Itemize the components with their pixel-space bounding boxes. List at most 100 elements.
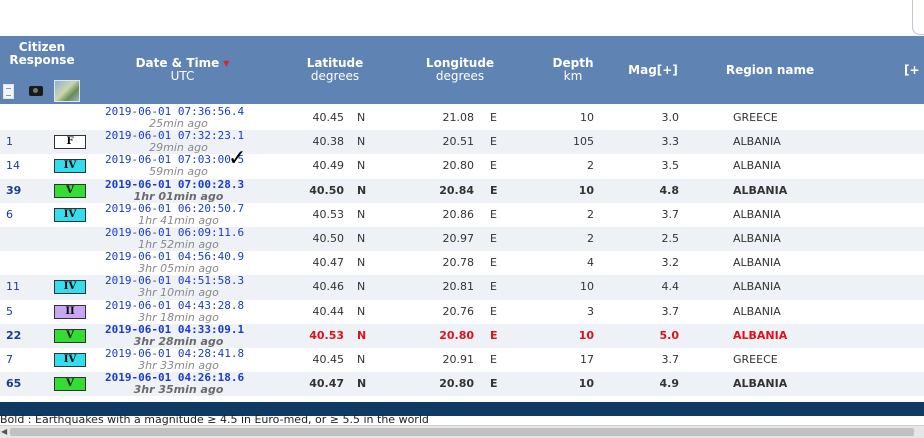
intensity-badge[interactable]: V [54,328,86,343]
latitude-hemisphere: N [357,328,367,342]
time-ago: 3hr 10min ago [138,286,219,300]
latitude-hemisphere: N [357,256,366,270]
event-datetime[interactable]: 2019-06-01 04:28:41.8 3hr 33min ago [105,346,260,372]
response-count[interactable]: 7 [6,352,13,366]
magnitude-value: 3.3 [661,135,680,149]
header-region-label: Region name [725,63,815,77]
response-count[interactable]: 1 [6,135,13,149]
response-count[interactable]: 65 [6,377,22,391]
time-ago: 1hr 01min ago [133,189,224,203]
table-row[interactable]: 5 II 2019-06-01 04:43:28.8 3hr 18min ago 40.… [0,298,924,324]
response-count[interactable]: 5 [6,304,13,318]
datetime-link[interactable]: 2019-06-01 04:56:40.9 [105,250,245,264]
datetime-link[interactable]: 2019-06-01 04:28:41.8 [105,346,245,360]
header-more[interactable]: [+ [904,64,924,77]
depth-value: 10 [578,377,594,391]
intensity-badge[interactable]: IV [54,207,86,222]
datetime-link[interactable]: 2019-06-01 04:51:58.3 [105,274,245,288]
top-strip [0,0,924,36]
datetime-link[interactable]: 2019-06-01 04:26:18.6 [105,371,245,385]
table-row[interactable]: 1 F 2019-06-01 07:32:23.1 29min ago 40.38 N 20… [0,130,924,155]
longitude-value: 20.81 [442,280,475,294]
event-datetime[interactable]: 2019-06-01 04:43:28.8 3hr 18min ago [105,298,260,324]
time-ago: 3hr 33min ago [138,358,219,372]
region-name: ALBANIA [733,159,781,173]
header-latitude[interactable]: Latitude degrees [290,57,380,83]
intensity-badge[interactable]: IV [54,159,86,174]
datetime-link[interactable]: 2019-06-01 04:43:28.8 [105,298,245,312]
header-region[interactable]: Region name [722,64,818,77]
longitude-value: 20.91 [442,352,475,366]
table-row[interactable]: 2019-06-01 06:09:11.6 1hr 52min ago 40.50 N… [0,225,924,252]
event-datetime[interactable]: 2019-06-01 07:32:23.1 29min ago [105,130,260,154]
header-longitude-label: Longitude [425,56,495,70]
datetime-link[interactable]: 2019-06-01 07:00:28.3 [105,177,245,191]
table-row[interactable]: 2019-06-01 04:56:40.9 3hr 05min ago 40.47 N… [0,251,924,275]
table-row[interactable]: 11 IV 2019-06-01 04:51:58.3 3hr 10min ago 40… [0,275,924,300]
intensity-badge[interactable]: IV [54,280,86,295]
depth-value: 10 [580,280,594,294]
event-datetime[interactable]: 2019-06-01 06:09:11.6 1hr 52min ago [105,225,260,251]
event-datetime[interactable]: 2019-06-01 07:00:28.3 1hr 01min ago [105,177,260,203]
latitude-value: 40.50 [312,231,345,245]
datetime-link[interactable]: 2019-06-01 07:36:56.4 [105,105,245,118]
event-datetime[interactable]: 2019-06-01 04:51:58.3 3hr 10min ago [105,275,260,299]
event-datetime[interactable]: 2019-06-01 04:26:18.6 3hr 35min ago [105,372,260,396]
header-citizen-response[interactable]: Citizen Response [8,41,76,67]
table-header: Citizen Response Date & Time ▼ UTC Latitu… [0,36,924,104]
horizontal-scrollbar[interactable]: ◀ [0,425,924,438]
event-datetime[interactable]: 2019-06-01 06:20:50.7 1hr 41min ago [105,201,260,227]
latitude-value: 40.53 [309,328,344,342]
camera-icon[interactable] [29,86,44,96]
datetime-link[interactable]: 2019-06-01 06:20:50.7 [105,201,245,215]
header-longitude[interactable]: Longitude degrees [415,57,505,83]
intensity-badge[interactable]: V [54,377,86,392]
table-row[interactable]: 22 V 2019-06-01 04:33:09.1 3hr 28min ago 40.… [0,322,924,348]
scroll-left-arrow-icon[interactable]: ◀ [1,427,8,436]
table-row[interactable]: 2019-06-01 07:36:56.4 25min ago 40.45 N 21.0… [0,106,924,130]
header-depth[interactable]: Depth km [540,57,606,83]
region-name: ALBANIA [733,280,781,294]
intensity-badge[interactable]: IV [54,352,86,367]
document-icon[interactable] [3,83,14,99]
response-count[interactable]: 6 [6,207,13,221]
magnitude-value: 3.7 [661,207,680,221]
table-row[interactable]: 14 IV 2019-06-01 07:03:00.5 59min ago 40.49 N… [0,154,924,178]
intensity-badge[interactable]: II [54,304,86,319]
table-footer-bar [0,402,924,416]
event-datetime[interactable]: 2019-06-01 07:36:56.4 25min ago [105,106,260,130]
triangle-down-icon[interactable]: ▼ [223,59,230,68]
region-name: GREECE [733,111,778,124]
datetime-link[interactable]: 2019-06-01 04:33:09.1 [105,322,245,336]
response-count[interactable]: 22 [6,328,22,342]
response-count[interactable]: 39 [6,183,22,197]
event-datetime[interactable]: 2019-06-01 04:33:09.1 3hr 28min ago [105,322,260,348]
table-row[interactable]: 39 V 2019-06-01 07:00:28.3 1hr 01min ago 40.… [0,177,924,203]
latitude-hemisphere: N [357,135,366,149]
longitude-value: 20.78 [442,256,475,270]
datetime-link[interactable]: 2019-06-01 07:03:00.5 [105,153,245,167]
latitude-value: 40.49 [312,159,345,173]
table-row[interactable]: 6 IV 2019-06-01 06:20:50.7 1hr 41min ago 40.… [0,201,924,227]
intensity-badge[interactable]: F [54,135,86,150]
depth-value: 10 [580,111,594,124]
magnitude-value: 3.2 [661,256,680,270]
table-row[interactable]: 65 V 2019-06-01 04:26:18.6 3hr 35min ago 40.… [0,372,924,397]
header-date-time[interactable]: Date & Time ▼ UTC [105,57,260,83]
response-count[interactable]: 14 [6,159,20,173]
header-magnitude[interactable]: Mag[+] [620,64,686,77]
event-datetime[interactable]: 2019-06-01 07:03:00.5 59min ago [105,154,260,178]
depth-value: 4 [587,256,594,270]
magnitude-value: 3.0 [661,111,680,124]
depth-value: 10 [578,183,594,197]
intensity-badge[interactable]: V [54,183,86,198]
event-datetime[interactable]: 2019-06-01 04:56:40.9 3hr 05min ago [105,251,260,275]
datetime-link[interactable]: 2019-06-01 07:32:23.1 [105,129,245,143]
map-icon[interactable] [54,80,81,102]
longitude-value: 20.76 [442,304,475,318]
table-row[interactable]: 7 IV 2019-06-01 04:28:41.8 3hr 33min ago 40.… [0,346,924,372]
header-depth-label: Depth [552,56,594,70]
scrollbar-thumb[interactable] [10,428,914,436]
response-count[interactable]: 11 [6,280,20,294]
datetime-link[interactable]: 2019-06-01 06:09:11.6 [105,225,245,239]
